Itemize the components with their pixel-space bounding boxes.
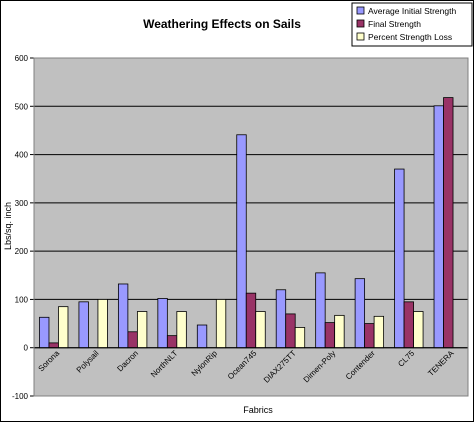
y-tick-label: 100	[15, 295, 29, 304]
bar-1-3	[117, 283, 129, 349]
bar-3-8	[334, 314, 345, 349]
bar-1-8	[315, 272, 326, 349]
y-tick-label: 0	[24, 344, 29, 353]
bar-1-5	[196, 324, 208, 349]
legend-swatch	[356, 6, 365, 15]
bar-2-4	[166, 335, 178, 349]
legend-label: Average Initial Strength	[368, 6, 456, 16]
bar-1-4	[157, 298, 168, 349]
bar-3-9	[373, 315, 385, 349]
bar-1-9	[354, 278, 366, 349]
chart-title: Weathering Effects on Sails	[143, 17, 301, 31]
bar-2-3	[127, 331, 138, 349]
bar-2-6	[245, 292, 257, 349]
y-axis-label: Lbs/sq. inch	[3, 202, 13, 250]
bar-2-1	[48, 342, 59, 349]
legend-label: Final Strength	[368, 19, 421, 29]
plot-border	[33, 57, 469, 397]
x-axis-label: Fabrics	[243, 405, 273, 415]
y-tick-label: 600	[15, 54, 29, 63]
bar-3-5	[215, 299, 227, 349]
bar-3-4	[176, 311, 187, 349]
bar-3-10	[413, 311, 424, 349]
bar-1-10	[394, 168, 405, 349]
bar-3-2	[97, 299, 108, 349]
legend: Average Initial Strength Final Strength Pe…	[351, 2, 473, 47]
bar-3-7	[294, 327, 306, 349]
bar-3-3	[136, 311, 148, 349]
bar-1-6	[236, 134, 247, 349]
bar-2-8	[324, 322, 336, 349]
y-tick-label: 300	[15, 199, 29, 208]
bar-2-7	[285, 313, 296, 349]
bar-1-7	[275, 289, 287, 349]
bar-1-2	[78, 301, 89, 349]
bar-1-1	[39, 316, 50, 349]
legend-label: Percent Strength Loss	[368, 32, 452, 42]
y-tick-label: 200	[15, 247, 29, 256]
bar-1-11	[433, 105, 444, 349]
y-tick-label: -100	[12, 392, 29, 401]
y-tick-label: 400	[15, 151, 29, 160]
y-tick-label: 500	[15, 102, 29, 111]
legend-swatch	[356, 32, 365, 41]
legend-swatch	[356, 19, 365, 28]
legend-box	[351, 2, 473, 47]
bar-3-1	[58, 306, 69, 349]
bar-2-10	[403, 301, 414, 349]
bar-2-11	[443, 97, 454, 349]
bar-2-9	[364, 323, 375, 349]
bar-3-6	[255, 311, 266, 349]
